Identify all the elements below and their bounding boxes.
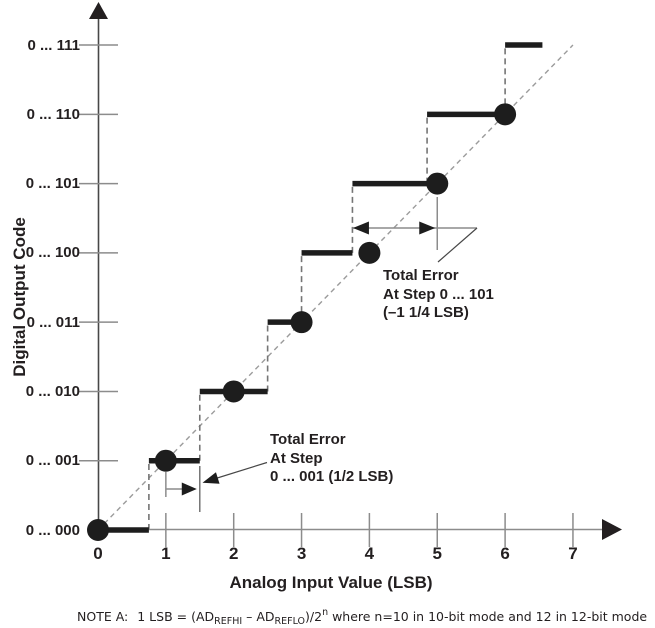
x-tick-label: 0 xyxy=(93,544,103,563)
code-center-dot xyxy=(426,172,449,195)
note-formula-div: )/2 xyxy=(305,609,323,624)
leader-arrowhead-icon xyxy=(202,472,220,484)
code-center-dot xyxy=(358,241,381,264)
y-tick-label: 0 ... 001 xyxy=(25,452,80,470)
x-tick-label: 7 xyxy=(568,544,578,563)
annotation-line: (–1 1/4 LSB) xyxy=(383,304,469,321)
y-tick-label: 0 ... 100 xyxy=(25,244,80,262)
x-tick-label: 6 xyxy=(500,544,510,563)
x-tick-label: 2 xyxy=(228,544,239,563)
x-tick-label: 4 xyxy=(364,544,375,563)
code-center-dot xyxy=(494,103,517,126)
error-arrow-left-icon xyxy=(352,221,369,235)
y-tick-label: 0 ... 010 xyxy=(25,382,80,400)
x-tick-label: 1 xyxy=(161,544,171,563)
error-arrow-right-icon xyxy=(181,482,197,496)
annotation-error-101: Total Error At Step 0 ... 101 (–1 1/4 LSB) xyxy=(383,267,494,323)
y-tick-label: 0 ... 111 xyxy=(27,36,80,54)
y-axis-arrow-icon xyxy=(89,2,108,19)
note-superscript-n: n xyxy=(322,607,329,618)
y-tick-label: 0 ... 110 xyxy=(26,105,80,123)
x-axis-title: Analog Input Value (LSB) xyxy=(229,573,433,592)
note-formula-rest: where n=10 in 10-bit mode and 12 in 12-b… xyxy=(328,609,648,624)
x-tick-label: 3 xyxy=(296,544,307,563)
annotation-line: Total Error xyxy=(383,267,459,284)
note-subscript-refhi: REFHI xyxy=(214,616,243,627)
annotation-line: 0 ... 001 (1/2 LSB) xyxy=(270,468,394,485)
annotation-line: At Step 0 ... 101 xyxy=(383,285,494,303)
error-arrow-right-icon xyxy=(419,221,436,235)
annotation-line: Total Error xyxy=(270,431,346,448)
note-subscript-reflo: REFLO xyxy=(274,616,306,627)
y-tick-label: 0 ... 000 xyxy=(25,521,80,539)
x-tick-label: 5 xyxy=(432,544,442,563)
code-center-dot xyxy=(154,449,177,472)
note-formula-mid: – AD xyxy=(242,609,275,624)
code-center-dot xyxy=(222,380,245,403)
leader-line xyxy=(437,227,478,263)
code-center-dot xyxy=(87,519,109,541)
note-formula-pre: 1 LSB = (AD xyxy=(137,609,215,624)
x-axis-arrow-icon xyxy=(602,519,622,540)
annotation-line: At Step xyxy=(270,449,323,467)
y-axis-title: Digital Output Code xyxy=(10,217,29,377)
y-tick-label: 0 ... 011 xyxy=(26,313,80,331)
note-text: NOTE A: 1 LSB = (ADREFHI – ADREFLO)/2n wh… xyxy=(77,607,647,627)
annotation-error-001: Total Error At Step 0 ... 001 (1/2 LSB) xyxy=(270,431,393,487)
y-tick-label: 0 ... 101 xyxy=(25,175,80,193)
code-center-dot xyxy=(290,311,313,334)
note-label: NOTE A: xyxy=(77,609,129,624)
